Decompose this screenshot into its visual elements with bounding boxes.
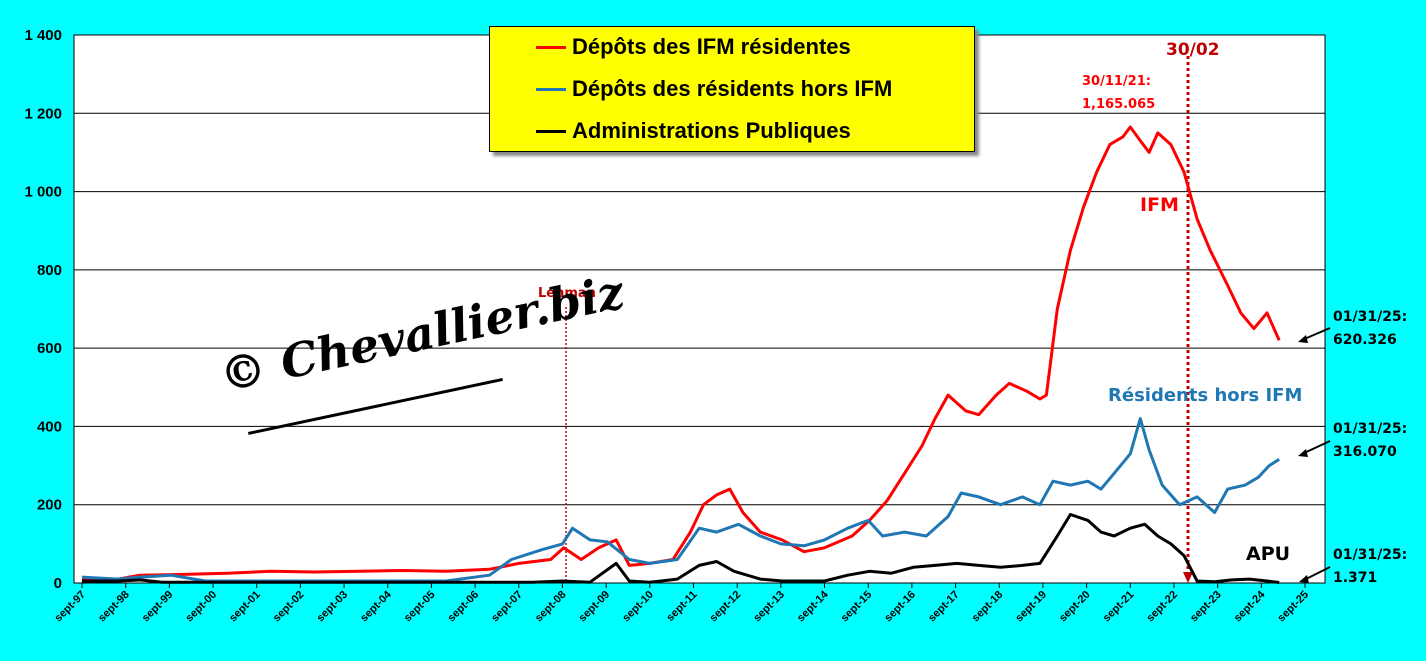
arrow-apu xyxy=(1303,566,1331,581)
legend-label-residents: Dépôts des résidents hors IFM xyxy=(572,76,893,101)
apu-series-label: APU xyxy=(1246,543,1291,565)
y-tick-label: 400 xyxy=(37,418,62,435)
x-tick-label: sept-08 xyxy=(533,589,569,625)
end-apu-value: 1.371 xyxy=(1333,570,1378,586)
y-tick-label: 1 000 xyxy=(24,184,62,201)
x-tick-label: sept-10 xyxy=(620,589,656,625)
ifm-series-label: IFM xyxy=(1140,194,1179,216)
y-tick-label: 800 xyxy=(37,262,62,279)
y-axis-ticks: 0 200 400 600 800 1 000 1 200 1 400 xyxy=(24,27,62,592)
x-tick-label: sept-19 xyxy=(1013,589,1049,625)
arrow-ifm-head xyxy=(1298,335,1308,343)
x-tick-label: sept-21 xyxy=(1101,589,1137,625)
peak-value-label: 1,165.065 xyxy=(1082,97,1156,112)
x-tick-label: sept-03 xyxy=(314,589,350,625)
end-arrows xyxy=(1298,327,1331,583)
x-tick-label: sept-07 xyxy=(489,589,525,625)
x-tick-label: sept-09 xyxy=(577,589,613,625)
x-tick-label: sept-24 xyxy=(1232,588,1268,624)
residents-series-label: Résidents hors IFM xyxy=(1108,385,1303,406)
series-lines xyxy=(81,125,1281,584)
x-tick-label: sept-04 xyxy=(358,588,394,624)
x-tick-label: sept-11 xyxy=(664,589,699,624)
x-tick-label: sept-22 xyxy=(1144,589,1180,625)
marker-30-02-label: 30/02 xyxy=(1166,40,1220,60)
legend-swatch-ifm xyxy=(536,45,566,49)
x-tick-label: sept-20 xyxy=(1057,589,1093,625)
x-tick-label: sept-14 xyxy=(795,588,831,624)
y-tick-label: 600 xyxy=(37,340,62,357)
x-tick-label: sept-00 xyxy=(183,589,219,625)
x-tick-label: sept-01 xyxy=(227,589,263,625)
y-tick-label: 200 xyxy=(37,497,62,514)
marker-30-02-arrowhead xyxy=(1183,572,1193,583)
arrow-residents-head xyxy=(1298,449,1308,457)
x-tick-label: sept-17 xyxy=(926,589,962,625)
x-axis-ticks: sept-97 sept-98 sept-99 sept-00 sept-01 sept-… xyxy=(52,583,1311,624)
legend-label-ifm: Dépôts des IFM résidentes xyxy=(572,34,851,59)
end-ifm-date: 01/31/25: xyxy=(1333,309,1408,325)
x-tick-label: sept-12 xyxy=(708,589,744,625)
x-tick-label: sept-97 xyxy=(52,589,88,625)
x-tick-label: sept-05 xyxy=(402,589,438,625)
series-line-ifm xyxy=(81,125,1281,582)
x-tick-label: sept-25 xyxy=(1275,589,1311,625)
x-tick-label: sept-18 xyxy=(970,589,1006,625)
peak-date-label: 30/11/21: xyxy=(1082,74,1151,89)
series-line-apu xyxy=(82,513,1280,584)
y-tick-label: 1 400 xyxy=(24,27,62,44)
y-tick-label: 0 xyxy=(54,575,62,592)
end-apu-date: 01/31/25: xyxy=(1333,547,1408,563)
x-tick-label: sept-15 xyxy=(839,589,875,625)
x-tick-label: sept-13 xyxy=(751,589,787,625)
x-tick-label: sept-98 xyxy=(96,589,132,625)
legend-swatch-apu xyxy=(536,129,566,133)
x-tick-label: sept-16 xyxy=(882,589,918,625)
end-residents-date: 01/31/25: xyxy=(1333,421,1408,437)
end-residents-value: 316.070 xyxy=(1333,444,1397,460)
legend: Dépôts des IFM résidentes Dépôts des rés… xyxy=(489,26,975,152)
x-tick-label: sept-02 xyxy=(271,589,307,625)
legend-label-apu: Administrations Publiques xyxy=(572,118,851,143)
lehman-label: Lehman xyxy=(538,286,596,301)
x-tick-label: sept-23 xyxy=(1188,589,1224,625)
x-tick-label: sept-06 xyxy=(445,589,481,625)
legend-swatch-residents xyxy=(536,87,566,91)
x-tick-label: sept-99 xyxy=(140,589,176,625)
end-ifm-value: 620.326 xyxy=(1333,332,1397,348)
legend-item-residents: Dépôts des résidents hors IFM xyxy=(536,74,892,104)
legend-item-ifm: Dépôts des IFM résidentes xyxy=(536,32,851,62)
arrow-apu-head xyxy=(1299,575,1309,583)
legend-item-apu: Administrations Publiques xyxy=(536,116,851,146)
y-tick-label: 1 200 xyxy=(24,105,62,122)
